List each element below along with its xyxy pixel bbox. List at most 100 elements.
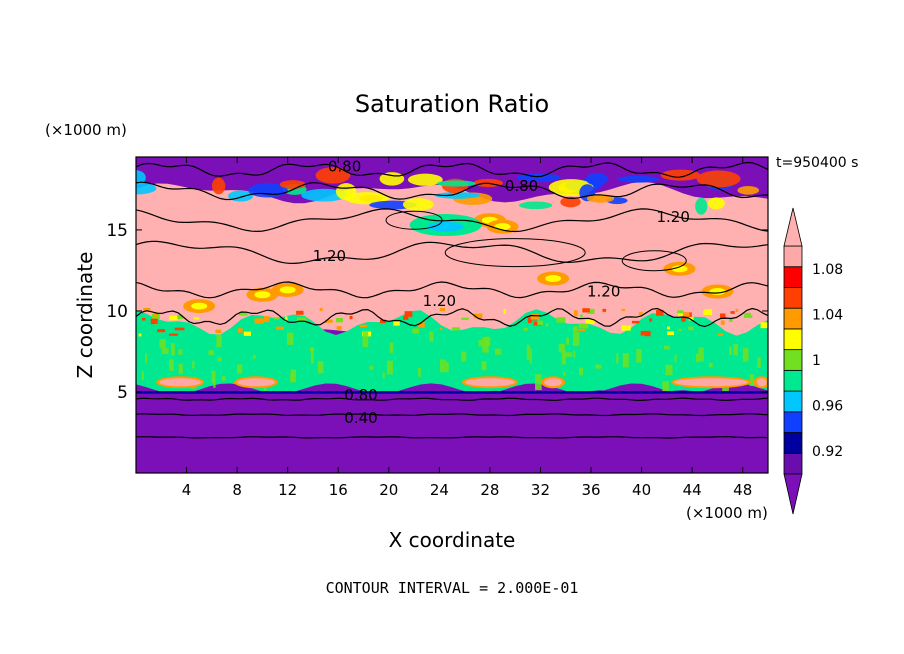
colorbar-bin [783,452,803,475]
cloud-speckle [169,359,174,371]
cloud-patch-upper [696,170,741,188]
x-tick-label: 44 [683,481,702,499]
cloud-fringe-cell [523,327,528,331]
cloud-patch-upper [660,169,701,181]
cloud-fringe-cell [169,315,178,321]
colorbar-bin [783,432,803,454]
time-label: t=950400 s [776,155,858,171]
contour-closed [444,238,586,268]
cloud-patch-upper [436,180,476,187]
cloud-fringe-cell [275,326,285,330]
cloud-speckle [369,365,374,371]
cloud-speckle [572,332,580,346]
cloud-patch-upper [315,167,351,184]
cloud-fringe-cell [238,328,243,333]
cloud-patch-upper [560,196,581,208]
colorbar-label: 1 [812,353,821,369]
cloud-fringe-cell [656,309,664,316]
cloud-speckle [595,364,602,369]
cloud-speckle [565,352,573,357]
cloud-fringe-cell [254,318,264,324]
cloud-fringe-cell [238,311,248,316]
cloud-speckle [236,364,243,374]
cloud-patch-upper [617,175,660,183]
cloud-speckle [636,348,642,363]
cloud-speckle [561,350,566,365]
colorbar-label: 1.04 [812,307,843,323]
cloud-speckle [192,360,195,369]
x-tick-label: 8 [232,481,242,499]
cloud-fringe-cell [545,323,549,327]
colorbar-over-triangle [783,207,803,247]
cloud-fringe-cell [602,308,607,312]
cloud-fringe-cell [461,317,469,320]
x-tick-label: 16 [329,481,348,499]
contour-label: 0.80 [505,177,538,195]
cloud-speckle [211,370,216,383]
contour-label: 1.20 [587,283,620,301]
contour-line [136,240,768,265]
cloud-fringe-cell [359,324,367,328]
cloud-fringe-cell [537,320,543,326]
cloud-fringe-cell [587,308,595,314]
y-axis-label: Z coordinate [73,252,97,379]
cloud-fringe-cell [349,315,353,320]
contour-closed [621,250,687,272]
colorbar-bin [783,349,803,371]
cloud-patch-core [545,275,562,283]
cloud-fringe-cell [718,333,724,336]
cloud-speckle [708,362,713,368]
cloud-fringe-cell [473,313,483,319]
cloud-fringe-cell [527,317,532,323]
cloud-speckle [145,353,148,364]
cloud-speckle [317,361,324,374]
cloud-speckle [286,332,294,345]
cloud-fringe-cell [621,325,631,331]
cloud-patch-upper [136,170,146,186]
cloud-fringe-cell [151,313,160,320]
y-tick-label: 15 [106,221,128,241]
cloud-fringe-cell [682,312,690,317]
cloud-fringe-cell [735,308,739,312]
cloud-fringe-cell [621,308,626,312]
cloud-fringe-cell [582,308,590,313]
x-tick-label: 28 [480,481,499,499]
contour-label: 1.20 [656,208,689,226]
contour-line [136,181,768,201]
colorbar-bin [783,287,803,309]
cloud-fringe-cell [284,316,288,322]
cloud-speckle [429,331,434,342]
cloud-base-lens-core [464,378,515,387]
cloud-speckle [386,360,393,375]
x-axis-label: X coordinate [389,528,516,552]
cloud-speckle [208,350,215,356]
cloud-speckle [478,339,483,347]
cloud-speckle [253,354,256,360]
cloud-patch-upper [586,194,615,203]
cloud-fringe-cell [688,316,694,321]
y-tick-label: 5 [117,383,128,403]
colorbar-under-triangle [783,473,803,515]
x-tick-label: 40 [632,481,651,499]
cloud-fringe-cell [703,309,713,316]
cloud-fringe-cell [631,320,640,324]
contour-label: 0.80 [328,158,361,176]
cloud-fringe-cell [572,326,578,332]
supersaturated-region [136,181,768,338]
cloud-fringe-cell [336,326,342,330]
cloud-fringe-cell [677,310,684,314]
x-tick-label: 24 [430,481,449,499]
x-tick-label: 20 [379,481,398,499]
cloud-speckle [573,350,576,359]
cloud-fringe-cell [150,318,158,325]
colorbar-bin [783,369,803,392]
cloud-fringe-cell [379,319,387,324]
cloud-speckle [742,347,749,362]
y-unit-label: (×1000 m) [45,121,127,139]
cloud-speckle [733,344,738,356]
cloud-speckle [389,342,394,353]
contour-label: 0.40 [344,409,377,427]
x-tick-label: 48 [733,481,752,499]
cloud-fringe-cell [638,312,643,315]
